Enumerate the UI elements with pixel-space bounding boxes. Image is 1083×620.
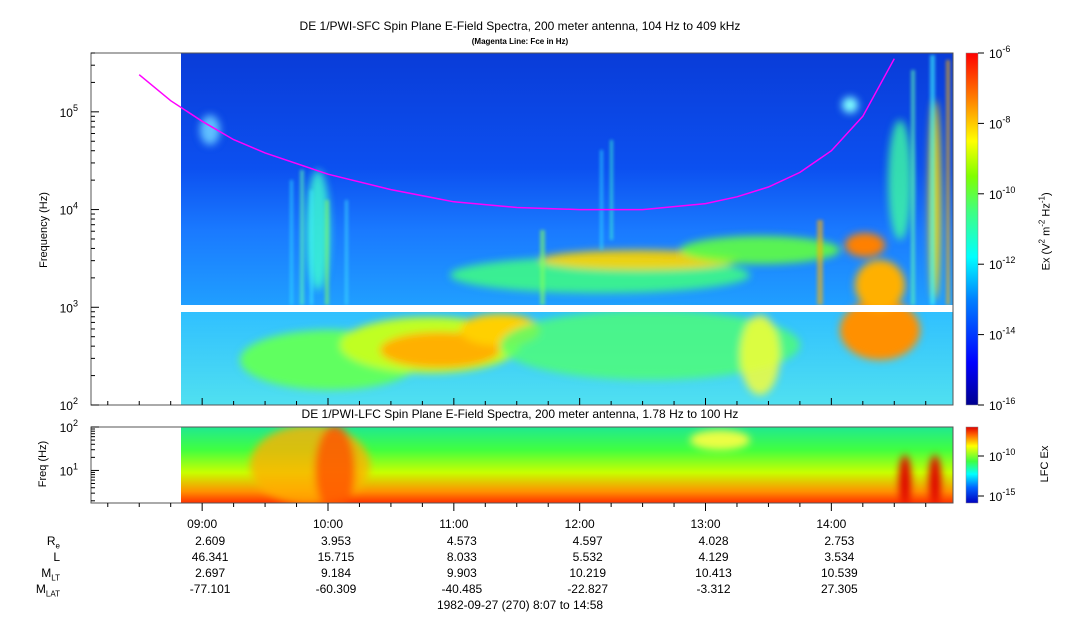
ephem-value: 9.903 xyxy=(446,566,477,580)
lfc-colorbar xyxy=(965,426,979,504)
sfc-colorbar xyxy=(965,52,979,406)
time-label-2: 11:00 xyxy=(439,517,469,531)
fce-line xyxy=(138,58,895,211)
lfc-cb-tick-label: 10-15 xyxy=(989,487,1015,504)
sfc-colorbar-ticks: 10-6 10-8 10-10 10-12 10-14 10-16 xyxy=(978,44,1015,413)
time-label-1: 10:00 xyxy=(312,517,343,531)
ephem-value: 4.129 xyxy=(698,550,729,564)
time-label-4: 13:00 xyxy=(690,517,721,531)
time-axis xyxy=(107,398,927,511)
time-label-0: 09:00 xyxy=(187,517,218,531)
lfc-ytick-label: 102 xyxy=(60,418,78,435)
ephem-value: -77.101 xyxy=(189,582,231,596)
ephem-value: -22.827 xyxy=(567,582,609,596)
ephem-value: -40.485 xyxy=(441,582,483,596)
ephem-value: 8.033 xyxy=(446,550,477,564)
sfc-y-axis: 102 103 104 105 xyxy=(60,52,99,413)
ephem-value: 10.413 xyxy=(695,566,732,580)
ephem-value: 3.953 xyxy=(320,534,351,548)
sfc-spectrogram-image xyxy=(181,53,953,405)
ephem-value: -60.309 xyxy=(315,582,357,596)
ephem-value: 2.697 xyxy=(195,566,226,580)
ephem-value: 10.539 xyxy=(820,566,858,580)
lfc-plot-frame xyxy=(90,426,954,504)
time-label-5: 14:00 xyxy=(816,517,847,531)
ephem-row-name-2: MLT xyxy=(41,566,60,583)
ephem-value: 2.609 xyxy=(195,534,226,548)
ephem-value: 9.184 xyxy=(320,566,351,580)
ephem-value: 3.534 xyxy=(824,550,855,564)
ephem-value: -3.312 xyxy=(696,582,731,596)
sfc-cb-tick-label: 10-6 xyxy=(989,44,1010,61)
ephem-value: 46.341 xyxy=(191,550,229,564)
ephem-value: 10.219 xyxy=(569,566,607,580)
ephem-value: 4.028 xyxy=(698,534,729,548)
sfc-cb-tick-label: 10-16 xyxy=(989,396,1015,413)
ephem-row-name-3: MLAT xyxy=(35,582,60,599)
lfc-ytick-label: 101 xyxy=(60,461,78,478)
ephem-value: 4.597 xyxy=(572,534,603,548)
lfc-spectrogram-image xyxy=(181,427,953,503)
sfc-ytick-label: 105 xyxy=(60,103,78,120)
sfc-plot-frame xyxy=(90,52,954,406)
sfc-chart-title: DE 1/PWI-SFC Spin Plane E-Field Spectra,… xyxy=(299,19,741,33)
time-label-3: 12:00 xyxy=(564,517,595,531)
time-range-footer: 1982-09-27 (270) 8:07 to 14:58 xyxy=(436,598,604,612)
ephem-row-name-1: L xyxy=(53,550,60,564)
lfc-colorbar-ticks: 10-10 10-15 xyxy=(978,447,1015,504)
ephem-value: 2.753 xyxy=(824,534,855,548)
sfc-cb-tick-label: 10-10 xyxy=(989,185,1015,202)
sfc-ytick-label: 103 xyxy=(60,298,78,315)
sfc-cb-tick-label: 10-12 xyxy=(989,255,1015,272)
ephem-value: 27.305 xyxy=(820,582,858,596)
ephem-value: 15.715 xyxy=(317,550,355,564)
ephem-value: 5.532 xyxy=(572,550,603,564)
lfc-chart-title: DE 1/PWI-LFC Spin Plane E-Field Spectra,… xyxy=(301,407,739,421)
ephem-value: 4.573 xyxy=(446,534,477,548)
sfc-cb-tick-label: 10-14 xyxy=(989,326,1015,343)
sfc-ytick-label: 102 xyxy=(60,396,78,413)
sfc-cb-tick-label: 10-8 xyxy=(989,114,1010,131)
sfc-chart-subtitle: (Magenta Line: Fce in Hz) xyxy=(471,37,569,46)
sfc-ytick-label: 104 xyxy=(60,201,78,218)
ephem-row-name-0: Re xyxy=(46,534,60,551)
lfc-y-axis: 101 102 xyxy=(60,418,99,502)
lfc-cb-tick-label: 10-10 xyxy=(989,447,1015,464)
